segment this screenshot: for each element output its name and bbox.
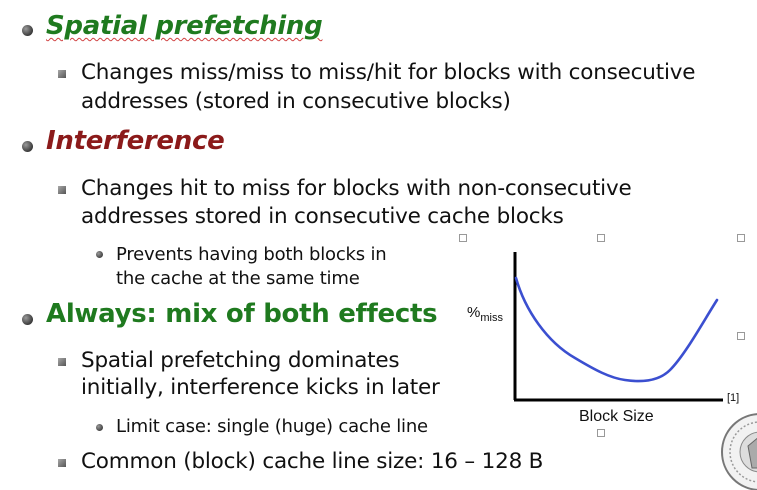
text-line: addresses (stored in consecutive blocks) — [81, 89, 511, 114]
heading-interference: Interference — [46, 126, 225, 156]
text-line: initially, interference kicks in later — [81, 375, 440, 400]
x-axis-label: Block Size — [579, 408, 654, 425]
text-line: Limit case: single (huge) cache line — [116, 416, 428, 437]
y-axis-label: %miss — [467, 304, 503, 324]
miss-rate-figure[interactable]: %miss Block Size [1] — [455, 230, 750, 440]
text-line: Changes hit to miss for blocks with non-… — [81, 176, 632, 201]
bullet-dot-small — [96, 251, 103, 258]
text-line: Spatial prefetching dominates — [81, 348, 400, 373]
bullet-square — [58, 358, 66, 366]
bullet-dot-small — [96, 424, 103, 431]
bullet-square — [58, 459, 66, 467]
heading-spatial-prefetching: Spatial prefetching — [46, 11, 323, 41]
resize-handle[interactable] — [597, 429, 605, 437]
miss-rate-chart — [513, 252, 723, 402]
bullet-square — [58, 186, 66, 194]
text-line: addresses stored in consecutive cache bl… — [81, 204, 564, 229]
text-line: Changes miss/miss to miss/hit for blocks… — [81, 60, 696, 85]
bullet-dot — [22, 25, 33, 36]
bullet-square — [58, 70, 66, 78]
text-line: the cache at the same time — [116, 268, 360, 289]
resize-handle[interactable] — [737, 332, 745, 340]
resize-handle[interactable] — [459, 234, 467, 242]
text-line: Prevents having both blocks in — [116, 244, 387, 265]
university-seal-logo — [721, 413, 757, 490]
reference-marker: [1] — [727, 392, 740, 404]
resize-handle[interactable] — [737, 234, 745, 242]
heading-always-mix: Always: mix of both effects — [46, 299, 438, 329]
miss-rate-curve — [514, 276, 719, 383]
bullet-dot — [22, 141, 33, 152]
resize-handle[interactable] — [597, 234, 605, 242]
bullet-dot — [22, 314, 33, 325]
text-line: Common (block) cache line size: 16 – 128… — [81, 449, 544, 474]
